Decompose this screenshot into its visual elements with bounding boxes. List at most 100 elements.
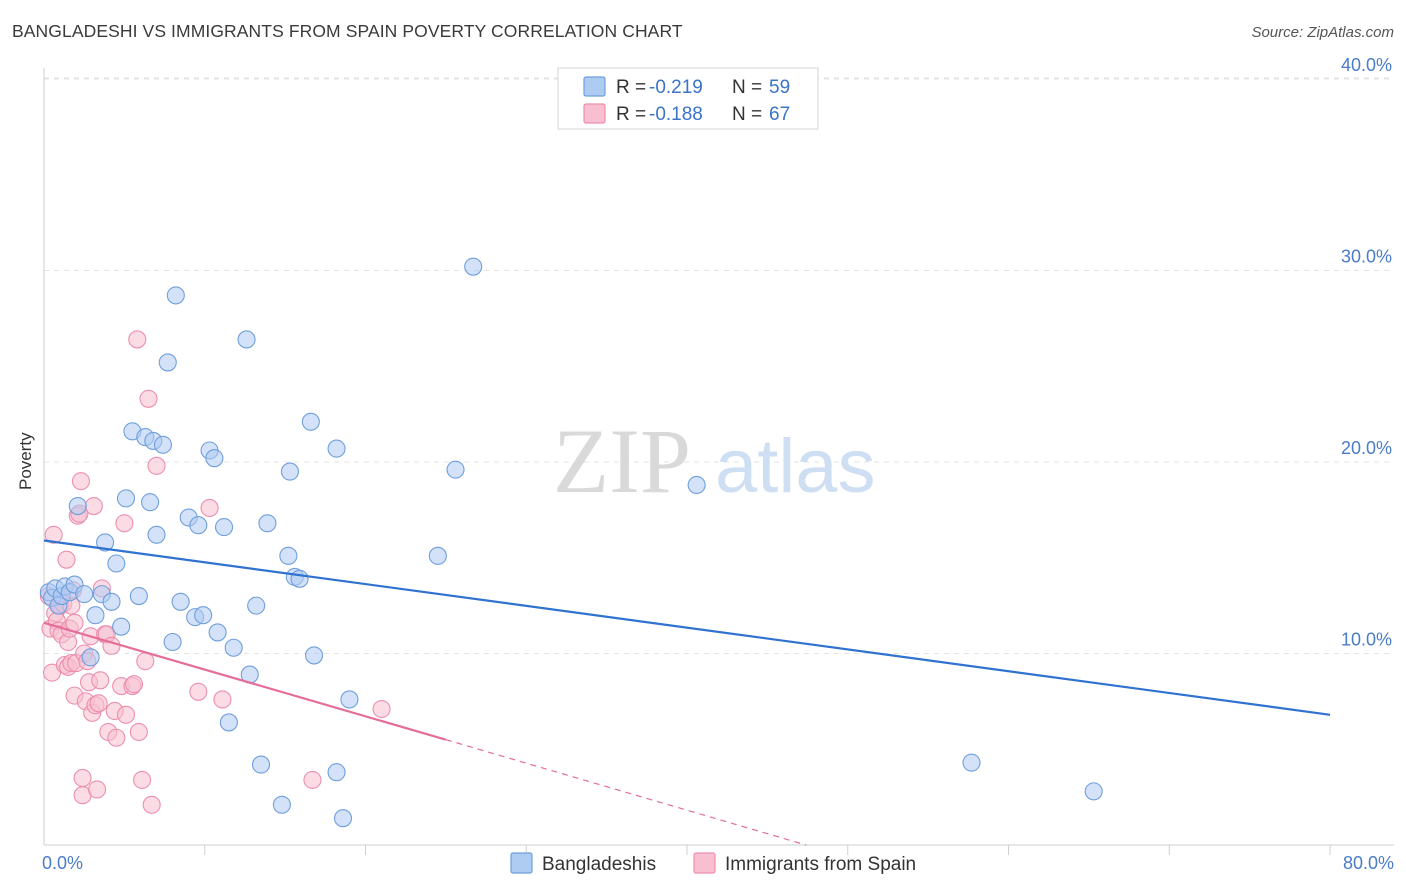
data-point-bangladeshis xyxy=(112,617,131,636)
y-tick-label: 40.0% xyxy=(1341,55,1392,75)
data-point-spain xyxy=(133,770,152,789)
x-tick-label-min: 0.0% xyxy=(42,853,83,873)
data-point-bangladeshis xyxy=(107,554,126,573)
legend-n-value-2: 67 xyxy=(769,104,790,125)
legend-n-label-2: N = xyxy=(732,104,762,125)
data-point-bangladeshis xyxy=(327,763,346,782)
data-point-bangladeshis xyxy=(237,330,256,349)
y-tick-label: 30.0% xyxy=(1341,247,1392,267)
data-point-bangladeshis xyxy=(102,592,121,611)
data-point-bangladeshis xyxy=(171,592,190,611)
data-point-bangladeshis xyxy=(166,286,185,305)
data-point-bangladeshis xyxy=(327,439,346,458)
chart-title: BANGLADESHI VS IMMIGRANTS FROM SPAIN POV… xyxy=(12,21,683,41)
data-point-bangladeshis xyxy=(687,475,706,495)
watermark: ZIP atlas xyxy=(553,410,876,512)
data-point-bangladeshis xyxy=(75,585,94,604)
data-point-bangladeshis xyxy=(258,514,277,533)
data-point-bangladeshis xyxy=(147,525,166,544)
data-point-spain xyxy=(44,525,63,544)
trend-line-dashed-spain xyxy=(445,739,807,846)
data-point-bangladeshis xyxy=(214,518,234,537)
legend-top: R = -0.219 N = 59 R = -0.188 N = 67 xyxy=(557,67,819,130)
legend-r-label-1: R = xyxy=(616,77,646,98)
data-point-spain xyxy=(213,690,232,709)
data-point-bangladeshis xyxy=(208,623,227,642)
data-point-spain xyxy=(116,705,136,724)
watermark-atlas: atlas xyxy=(715,424,876,509)
data-point-bangladeshis xyxy=(333,809,353,828)
legend-n-value-1: 59 xyxy=(769,77,790,98)
data-point-spain xyxy=(128,330,147,349)
data-point-bangladeshis xyxy=(194,606,213,625)
data-point-spain xyxy=(124,675,144,694)
data-point-bangladeshis xyxy=(129,586,148,606)
data-point-spain xyxy=(372,699,391,719)
data-point-bangladeshis xyxy=(279,546,298,565)
data-point-bangladeshis xyxy=(219,713,238,732)
data-point-bangladeshis xyxy=(205,449,224,468)
trend-lines xyxy=(43,539,1331,846)
data-point-spain xyxy=(200,498,219,518)
data-point-bangladeshis xyxy=(81,648,100,667)
data-point-spain xyxy=(147,456,166,475)
data-point-spain xyxy=(303,770,322,789)
data-point-bangladeshis xyxy=(428,546,447,565)
data-point-bangladeshis xyxy=(340,690,359,709)
data-point-bangladeshis xyxy=(251,755,271,774)
data-point-bangladeshis xyxy=(1084,782,1103,801)
data-point-bangladeshis xyxy=(158,353,177,372)
data-point-spain xyxy=(189,682,208,701)
trend-line-spain xyxy=(43,621,447,741)
data-point-bangladeshis xyxy=(96,533,115,552)
data-point-bangladeshis xyxy=(189,516,208,535)
trend-line-bangladeshis xyxy=(43,539,1331,716)
legend-bottom: Bangladeshis Immigrants from Spain xyxy=(510,852,916,875)
legend-n-label-1: N = xyxy=(732,77,762,98)
y-tick-labels: 10.0% 20.0% 30.0% 40.0% xyxy=(1341,55,1392,650)
data-point-spain xyxy=(129,722,148,742)
data-point-bangladeshis xyxy=(301,412,320,431)
data-point-spain xyxy=(87,780,107,799)
bottom-legend-swatch-spain xyxy=(693,852,716,874)
data-point-bangladeshis xyxy=(86,606,105,625)
data-point-spain xyxy=(115,514,134,533)
legend-r-value-2: -0.188 xyxy=(649,104,703,125)
data-point-spain xyxy=(142,795,161,814)
data-point-bangladeshis xyxy=(163,632,182,652)
bottom-legend-label-bangladeshis: Bangladeshis xyxy=(542,854,656,875)
data-point-bangladeshis xyxy=(464,257,483,276)
legend-swatch-bangladeshis xyxy=(583,76,606,97)
y-tick-label: 20.0% xyxy=(1341,438,1392,458)
data-point-spain xyxy=(73,768,92,788)
data-point-bangladeshis xyxy=(68,496,87,516)
data-point-spain xyxy=(139,389,158,408)
watermark-zip: ZIP xyxy=(553,410,691,512)
legend-r-value-1: -0.219 xyxy=(649,77,703,98)
data-point-spain xyxy=(91,671,110,690)
data-point-bangladeshis xyxy=(305,646,324,665)
data-point-spain xyxy=(65,613,84,632)
data-point-spain xyxy=(71,472,91,491)
data-point-bangladeshis xyxy=(247,596,266,615)
source-label: Source: ZipAtlas.com xyxy=(1251,24,1394,41)
data-point-bangladeshis xyxy=(153,435,173,454)
data-point-bangladeshis xyxy=(116,489,136,508)
data-point-bangladeshis xyxy=(446,460,465,479)
data-point-spain xyxy=(107,728,126,747)
bottom-legend-swatch-bangladeshis xyxy=(510,852,533,874)
data-point-spain xyxy=(84,496,103,516)
bottom-legend-label-spain: Immigrants from Spain xyxy=(725,854,916,875)
data-point-spain xyxy=(57,550,76,569)
data-point-bangladeshis xyxy=(224,638,243,657)
data-point-bangladeshis xyxy=(290,569,309,588)
data-point-bangladeshis xyxy=(280,462,299,481)
legend-swatch-spain xyxy=(583,103,606,124)
x-tick-label-max: 80.0% xyxy=(1343,853,1394,873)
legend-r-label-2: R = xyxy=(616,104,646,125)
y-tick-label: 10.0% xyxy=(1341,630,1392,650)
data-points xyxy=(39,257,1103,828)
data-point-bangladeshis xyxy=(962,753,981,772)
data-point-bangladeshis xyxy=(272,795,291,814)
